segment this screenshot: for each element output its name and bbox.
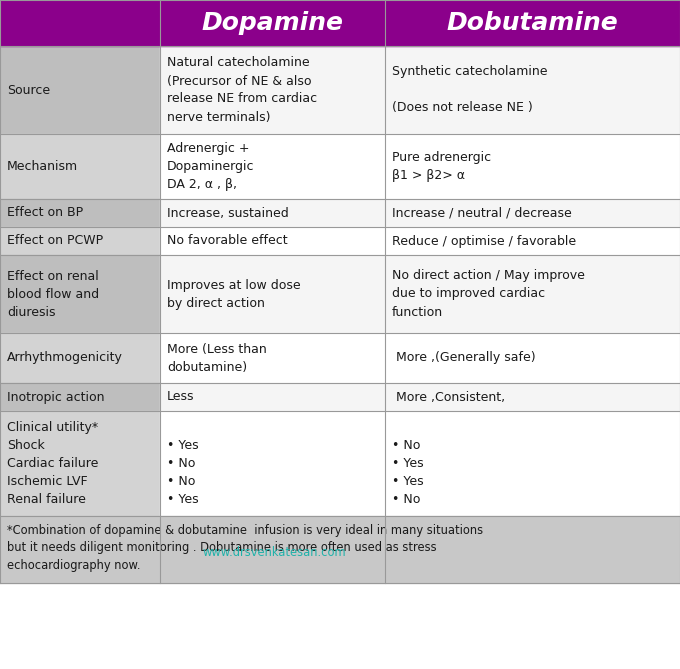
Text: Increase / neutral / decrease: Increase / neutral / decrease <box>392 207 572 219</box>
Bar <box>0 199 160 227</box>
Bar <box>385 134 680 199</box>
Bar <box>0 516 680 583</box>
Text: Adrenergic +
Dopaminergic
DA 2, α , β,: Adrenergic + Dopaminergic DA 2, α , β, <box>167 142 254 191</box>
Bar <box>385 227 680 255</box>
Bar <box>160 134 385 199</box>
Text: Mechanism: Mechanism <box>7 160 78 173</box>
Text: *Combination of dopamine & dobutamine  infusion is very ideal in many situations: *Combination of dopamine & dobutamine in… <box>7 524 483 572</box>
Bar <box>0 0 680 46</box>
Text: Pure adrenergic
β1 > β2> α: Pure adrenergic β1 > β2> α <box>392 151 491 182</box>
Bar <box>160 383 385 411</box>
Text: Arrhythmogenicity: Arrhythmogenicity <box>7 351 123 365</box>
Bar <box>160 411 385 516</box>
Text: www.drsvenkatesan.com: www.drsvenkatesan.com <box>203 546 347 559</box>
Bar <box>385 333 680 383</box>
Text: Dopamine: Dopamine <box>201 11 343 35</box>
Bar <box>160 199 385 227</box>
Text: More ,Consistent,: More ,Consistent, <box>392 391 505 403</box>
Bar <box>385 46 680 134</box>
Text: Inotropic action: Inotropic action <box>7 391 105 403</box>
Bar <box>160 333 385 383</box>
Text: Effect on renal
blood flow and
diuresis: Effect on renal blood flow and diuresis <box>7 270 99 318</box>
Text: Improves at low dose
by direct action: Improves at low dose by direct action <box>167 278 301 310</box>
Text: Effect on BP: Effect on BP <box>7 207 83 219</box>
Text: Reduce / optimise / favorable: Reduce / optimise / favorable <box>392 235 576 248</box>
Text: • Yes
• No
• No
• Yes: • Yes • No • No • Yes <box>167 421 199 506</box>
Bar <box>0 134 160 199</box>
Bar <box>0 333 160 383</box>
Bar <box>385 383 680 411</box>
Text: More (Less than
dobutamine): More (Less than dobutamine) <box>167 343 267 373</box>
Text: Source: Source <box>7 84 50 96</box>
Text: Less: Less <box>167 391 194 403</box>
Text: • No
• Yes
• Yes
• No: • No • Yes • Yes • No <box>392 421 424 506</box>
Bar <box>0 383 160 411</box>
Bar <box>160 255 385 333</box>
Bar <box>0 227 160 255</box>
Bar <box>160 227 385 255</box>
Bar <box>385 255 680 333</box>
Text: No favorable effect: No favorable effect <box>167 235 288 248</box>
Bar <box>0 46 160 134</box>
Text: Increase, sustained: Increase, sustained <box>167 207 289 219</box>
Bar <box>385 199 680 227</box>
Text: More ,(Generally safe): More ,(Generally safe) <box>392 351 536 365</box>
Text: Effect on PCWP: Effect on PCWP <box>7 235 103 248</box>
Bar <box>160 46 385 134</box>
Text: Synthetic catecholamine

(Does not release NE ): Synthetic catecholamine (Does not releas… <box>392 66 547 114</box>
Bar <box>0 411 160 516</box>
Text: No direct action / May improve
due to improved cardiac
function: No direct action / May improve due to im… <box>392 270 585 318</box>
Text: Natural catecholamine
(Precursor of NE & also
release NE from cardiac
nerve term: Natural catecholamine (Precursor of NE &… <box>167 56 317 124</box>
Bar <box>385 411 680 516</box>
Text: Clinical utility*
Shock
Cardiac failure
Ischemic LVF
Renal failure: Clinical utility* Shock Cardiac failure … <box>7 421 99 506</box>
Bar <box>0 255 160 333</box>
Text: Dobutamine: Dobutamine <box>447 11 618 35</box>
